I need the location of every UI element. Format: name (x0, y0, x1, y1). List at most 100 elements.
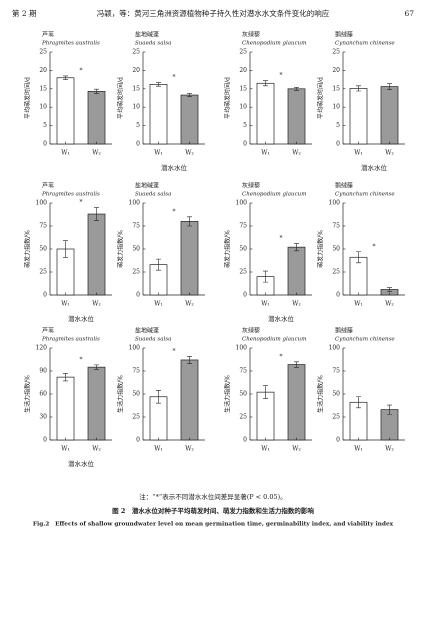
bar (87, 91, 106, 145)
error-bar (156, 82, 161, 87)
y-tick-label: 0 (336, 292, 340, 299)
x-tick-label: W₁ (261, 446, 270, 453)
chart-subtitle: Cynanchum chinense (335, 192, 395, 198)
y-tick-label: 5 (136, 122, 140, 129)
x-tick-label: W₂ (385, 446, 394, 453)
chart-subtitle: Phragmites australis (41, 41, 100, 47)
y-axis-label: 平均萌发时间/d (117, 77, 125, 119)
y-axis-label: 萌发力指数/% (117, 230, 125, 268)
bar (256, 82, 275, 145)
error-bar (387, 287, 392, 292)
y-tick-label: 90 (39, 368, 47, 375)
chart-subtitle: Chenopodium glaucum (242, 192, 306, 198)
bar (149, 84, 168, 145)
x-tick-label: W₂ (92, 150, 101, 157)
error-bar (94, 88, 99, 94)
y-axis-label: 生活力指数/% (24, 375, 32, 413)
y-tick-label: 100 (236, 200, 248, 207)
y-tick-label: 20 (332, 67, 340, 74)
x-tick-label: W₂ (292, 150, 301, 157)
error-bar (63, 75, 68, 80)
error-bar (294, 87, 299, 91)
chart-title: 鹅绒藤 (335, 327, 353, 335)
y-tick-label: 15 (39, 85, 47, 92)
error-bar (263, 385, 268, 399)
x-tick-label: W₁ (61, 150, 70, 157)
error-bar (387, 83, 392, 90)
bar (87, 366, 106, 441)
error-bar (156, 390, 161, 404)
x-tick-label: W₁ (154, 150, 163, 157)
y-tick-label: 20 (132, 67, 140, 74)
error-bar (356, 396, 361, 409)
x-tick-label: W₁ (154, 301, 163, 308)
bar (287, 364, 306, 441)
y-tick-label: 75 (239, 223, 247, 230)
chart-subtitle: Phragmites australis (41, 192, 100, 198)
y-tick-label: 0 (43, 437, 47, 444)
figure-note: 注：“*”表示不同潜水水位间差异显著(P < 0.05)。 (139, 492, 286, 501)
y-tick-label: 50 (132, 246, 140, 253)
chart-title: 灰绿藜 (242, 182, 260, 190)
running-title: 冯颖，等：黄河三角洲资源植物种子持久性对潜水水文条件变化的响应 (97, 8, 330, 18)
x-tick-label: W₁ (261, 150, 270, 157)
y-tick-label: 10 (39, 104, 47, 111)
chart-subtitle: Suaeda salsa (135, 337, 171, 343)
x-tick-label: W₂ (185, 301, 194, 308)
y-tick-label: 15 (239, 85, 247, 92)
chart-subtitle: Suaeda salsa (135, 41, 171, 47)
y-tick-label: 75 (132, 223, 140, 230)
chart-title: 鹅绒藤 (335, 182, 353, 190)
y-tick-label: 75 (132, 368, 140, 375)
y-axis-label: 平均萌发时间/d (24, 77, 32, 119)
y-tick-label: 0 (43, 292, 47, 299)
y-tick-label: 0 (336, 437, 340, 444)
error-bar (63, 373, 68, 382)
y-tick-label: 0 (243, 292, 247, 299)
y-axis-label: 生活力指数/% (224, 375, 232, 413)
chart-title: 芦苇 (42, 182, 54, 190)
significance-mark: * (173, 208, 176, 215)
error-bar (387, 404, 392, 415)
error-bar (356, 85, 361, 92)
y-tick-label: 25 (332, 49, 340, 56)
bar (287, 88, 306, 145)
y-tick-label: 0 (336, 141, 340, 148)
y-tick-label: 100 (329, 345, 341, 352)
figure-caption-en: Fig.2 Effects of shallow groundwater lev… (33, 522, 394, 528)
chart-title: 鹅绒藤 (335, 31, 353, 39)
chart-title: 芦苇 (42, 327, 54, 335)
significance-mark: * (173, 348, 176, 355)
y-tick-label: 30 (39, 414, 47, 421)
x-tick-label: W₂ (292, 446, 301, 453)
significance-mark: * (80, 67, 83, 74)
y-tick-label: 25 (332, 414, 340, 421)
bar (56, 376, 75, 441)
x-tick-label: W₁ (354, 301, 363, 308)
y-axis-label: 萌发力指数/% (224, 230, 232, 268)
y-tick-label: 25 (39, 49, 47, 56)
y-tick-label: 50 (132, 391, 140, 398)
x-tick-label: W₁ (354, 150, 363, 157)
chart-title: 灰绿藜 (242, 31, 260, 39)
page-number: 67 (404, 9, 414, 18)
y-tick-label: 20 (239, 67, 247, 74)
error-bar (263, 80, 268, 87)
y-tick-label: 0 (243, 437, 247, 444)
y-tick-label: 15 (132, 85, 140, 92)
chart-title: 盐地碱蓬 (135, 327, 159, 335)
y-axis-label: 平均萌发时间/d (317, 77, 325, 119)
x-tick-label: W₁ (261, 301, 270, 308)
x-tick-label: W₂ (92, 446, 101, 453)
error-bar (356, 251, 361, 264)
y-tick-label: 100 (129, 345, 141, 352)
y-tick-label: 0 (136, 292, 140, 299)
y-tick-label: 100 (36, 200, 48, 207)
x-axis-label: 潜水水位 (68, 459, 95, 468)
bar (180, 359, 199, 441)
y-tick-label: 75 (332, 223, 340, 230)
x-tick-label: W₂ (92, 301, 101, 308)
error-bar (94, 364, 99, 370)
y-tick-label: 25 (239, 269, 247, 276)
y-tick-label: 25 (239, 49, 247, 56)
